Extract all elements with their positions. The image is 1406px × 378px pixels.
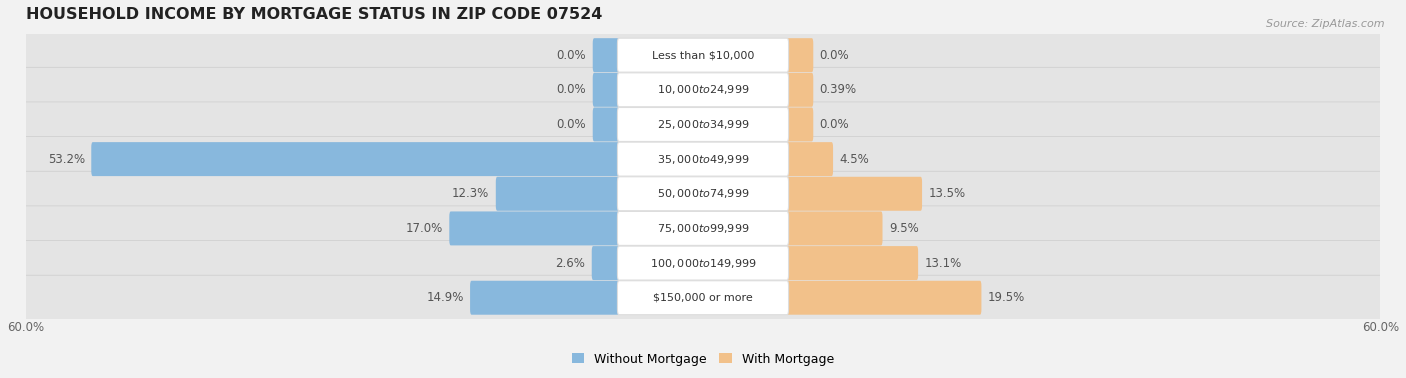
FancyBboxPatch shape (24, 102, 1382, 147)
Text: 17.0%: 17.0% (406, 222, 443, 235)
FancyBboxPatch shape (496, 177, 620, 211)
FancyBboxPatch shape (786, 281, 981, 315)
Text: $50,000 to $74,999: $50,000 to $74,999 (657, 187, 749, 200)
Text: $100,000 to $149,999: $100,000 to $149,999 (650, 257, 756, 270)
Text: Less than $10,000: Less than $10,000 (652, 50, 754, 60)
FancyBboxPatch shape (24, 206, 1382, 251)
FancyBboxPatch shape (24, 67, 1382, 112)
FancyBboxPatch shape (617, 281, 789, 315)
FancyBboxPatch shape (593, 73, 620, 107)
FancyBboxPatch shape (786, 246, 918, 280)
Text: 0.0%: 0.0% (557, 49, 586, 62)
Text: 0.0%: 0.0% (557, 83, 586, 96)
FancyBboxPatch shape (786, 107, 813, 141)
Text: $10,000 to $24,999: $10,000 to $24,999 (657, 83, 749, 96)
FancyBboxPatch shape (91, 142, 620, 176)
Text: $35,000 to $49,999: $35,000 to $49,999 (657, 153, 749, 166)
Text: $25,000 to $34,999: $25,000 to $34,999 (657, 118, 749, 131)
Text: 9.5%: 9.5% (889, 222, 918, 235)
FancyBboxPatch shape (786, 142, 834, 176)
Text: 14.9%: 14.9% (426, 291, 464, 304)
FancyBboxPatch shape (786, 38, 813, 72)
Text: HOUSEHOLD INCOME BY MORTGAGE STATUS IN ZIP CODE 07524: HOUSEHOLD INCOME BY MORTGAGE STATUS IN Z… (25, 7, 602, 22)
Text: 2.6%: 2.6% (555, 257, 585, 270)
Legend: Without Mortgage, With Mortgage: Without Mortgage, With Mortgage (567, 347, 839, 370)
FancyBboxPatch shape (593, 38, 620, 72)
FancyBboxPatch shape (786, 177, 922, 211)
Text: 4.5%: 4.5% (839, 153, 869, 166)
FancyBboxPatch shape (617, 107, 789, 141)
FancyBboxPatch shape (450, 211, 620, 245)
Text: 0.0%: 0.0% (820, 118, 849, 131)
FancyBboxPatch shape (24, 33, 1382, 78)
Text: 13.5%: 13.5% (928, 187, 966, 200)
FancyBboxPatch shape (24, 240, 1382, 286)
Text: 0.39%: 0.39% (820, 83, 856, 96)
Text: $75,000 to $99,999: $75,000 to $99,999 (657, 222, 749, 235)
FancyBboxPatch shape (786, 211, 883, 245)
Text: 0.0%: 0.0% (557, 118, 586, 131)
FancyBboxPatch shape (786, 73, 813, 107)
Text: $150,000 or more: $150,000 or more (654, 293, 752, 303)
FancyBboxPatch shape (617, 73, 789, 107)
FancyBboxPatch shape (617, 246, 789, 280)
FancyBboxPatch shape (617, 38, 789, 72)
FancyBboxPatch shape (617, 177, 789, 211)
Text: 12.3%: 12.3% (453, 187, 489, 200)
Text: Source: ZipAtlas.com: Source: ZipAtlas.com (1267, 19, 1385, 29)
Text: 13.1%: 13.1% (925, 257, 962, 270)
FancyBboxPatch shape (592, 246, 620, 280)
FancyBboxPatch shape (24, 171, 1382, 216)
FancyBboxPatch shape (24, 136, 1382, 182)
FancyBboxPatch shape (470, 281, 620, 315)
FancyBboxPatch shape (617, 211, 789, 245)
FancyBboxPatch shape (617, 142, 789, 176)
Text: 53.2%: 53.2% (48, 153, 84, 166)
FancyBboxPatch shape (24, 275, 1382, 320)
Text: 19.5%: 19.5% (988, 291, 1025, 304)
Text: 0.0%: 0.0% (820, 49, 849, 62)
FancyBboxPatch shape (593, 107, 620, 141)
